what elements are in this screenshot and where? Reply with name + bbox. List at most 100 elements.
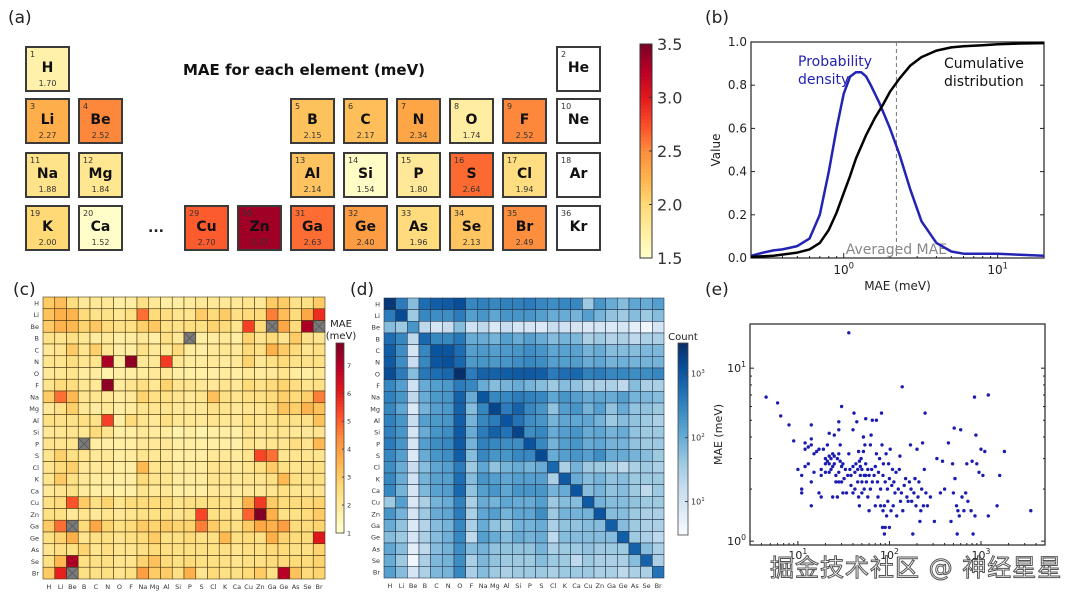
heatmap-cell xyxy=(558,566,571,579)
heatmap-cell xyxy=(89,390,103,404)
heatmap-cell xyxy=(218,566,232,580)
scatter-point xyxy=(829,467,833,472)
heatmap-c-col-label: Mg xyxy=(150,583,160,591)
scatter-point xyxy=(834,473,838,478)
heatmap-cell xyxy=(77,566,91,580)
heatmap-cell xyxy=(136,296,150,310)
heatmap-cell xyxy=(183,425,197,439)
heatmap-cell xyxy=(113,437,126,451)
scatter-point xyxy=(827,454,831,458)
heatmap-cell xyxy=(430,402,443,415)
element-symbol: He xyxy=(567,60,590,76)
scatter-point xyxy=(881,473,885,478)
heatmap-cell xyxy=(570,496,583,509)
heatmap-cell xyxy=(207,437,220,451)
heatmap-cell xyxy=(547,472,560,485)
scatter-point xyxy=(998,473,1002,478)
scatter-point xyxy=(900,385,904,389)
heatmap-cell xyxy=(42,449,56,462)
heatmap-cell xyxy=(593,531,606,544)
heatmap-cell xyxy=(523,484,536,497)
element-mae-value: 1.54 xyxy=(356,185,375,194)
scatter-point xyxy=(888,447,892,451)
colorbar-a-segment xyxy=(640,236,652,241)
heatmap-cell xyxy=(77,508,91,521)
heatmap-cell xyxy=(628,356,641,369)
element-cell-o: 8 O 1.74 xyxy=(449,98,494,144)
colorbar-a-segment xyxy=(640,122,652,127)
heatmap-cell xyxy=(477,344,490,357)
colorbar-a-segment xyxy=(640,86,652,91)
scatter-point xyxy=(918,519,922,524)
heatmap-cell xyxy=(312,296,326,310)
heatmap-cell xyxy=(148,402,161,415)
heatmap-d-col-label: Zn xyxy=(596,582,605,590)
heatmap-cell xyxy=(407,321,420,334)
heatmap-cell xyxy=(593,414,606,427)
heatmap-cell xyxy=(430,321,443,334)
heatmap-cell xyxy=(465,379,478,392)
heatmap-cell xyxy=(136,508,150,521)
heatmap-cell xyxy=(171,472,185,486)
heatmap-cell xyxy=(640,297,653,310)
heatmap-cell xyxy=(312,461,326,474)
heatmap-cell xyxy=(124,543,138,556)
heatmap-cell xyxy=(101,543,114,556)
heatmap-cell xyxy=(218,308,232,321)
heatmap-cell xyxy=(171,414,185,427)
colorbar-c-segment xyxy=(336,507,344,512)
heatmap-c-col-label: Zn xyxy=(256,583,265,591)
heatmap-c-row-label: Li xyxy=(34,311,40,319)
scatter-point xyxy=(851,428,855,432)
heatmap-cell xyxy=(148,437,161,451)
heatmap-cell xyxy=(77,355,91,368)
scatter-point xyxy=(856,467,860,472)
colorbar-d-segment xyxy=(678,343,688,347)
scatter-point xyxy=(832,433,836,437)
heatmap-cell xyxy=(465,426,478,439)
heatmap-cell xyxy=(652,309,665,322)
heatmap-cell xyxy=(593,472,606,485)
heatmap-cell xyxy=(289,414,302,427)
heatmap-cell xyxy=(465,344,478,357)
heatmap-cell xyxy=(113,355,126,368)
heatmap-d-col-label: Ca xyxy=(572,582,581,590)
heatmap-cell xyxy=(558,461,571,474)
scatter-point xyxy=(899,491,904,495)
colorbar-c-segment xyxy=(336,355,344,360)
heatmap-cell xyxy=(66,308,79,321)
heatmap-cell xyxy=(101,296,114,310)
heatmap-cell xyxy=(523,367,536,380)
heatmap-cell xyxy=(477,496,490,509)
heatmap-cell xyxy=(430,379,443,392)
heatmap-cell xyxy=(535,472,548,485)
heatmap-cell xyxy=(383,542,396,555)
heatmap-cell xyxy=(218,531,232,545)
heatmap-cell xyxy=(312,437,326,451)
heatmap-cell xyxy=(535,344,548,357)
heatmap-cell xyxy=(113,566,126,580)
heatmap-cell xyxy=(477,437,490,450)
heatmap-cell xyxy=(395,531,408,544)
colorbar-a-segment xyxy=(640,104,652,109)
heatmap-cell xyxy=(605,426,618,439)
heatmap-cell xyxy=(593,332,606,345)
heatmap-cell xyxy=(113,508,126,521)
heatmap-cell xyxy=(183,543,197,556)
heatmap-cell xyxy=(465,566,478,579)
heatmap-cell xyxy=(113,472,126,486)
heatmap-cell xyxy=(453,531,466,544)
chart-b-ytick-label: 0.2 xyxy=(728,208,747,222)
heatmap-cell xyxy=(535,367,548,380)
heatmap-cell xyxy=(547,507,560,520)
heatmap-cell xyxy=(242,296,255,310)
heatmap-cell xyxy=(488,461,501,474)
heatmap-cell xyxy=(512,367,525,380)
scatter-point xyxy=(922,467,926,472)
heatmap-cell xyxy=(148,461,161,474)
element-cell-ga: 31 Ga 2.63 xyxy=(290,205,335,251)
heatmap-cell xyxy=(124,308,138,321)
heatmap-cell xyxy=(558,507,571,520)
heatmap-cell xyxy=(442,484,455,497)
heatmap-d-row-label: N xyxy=(375,359,380,367)
